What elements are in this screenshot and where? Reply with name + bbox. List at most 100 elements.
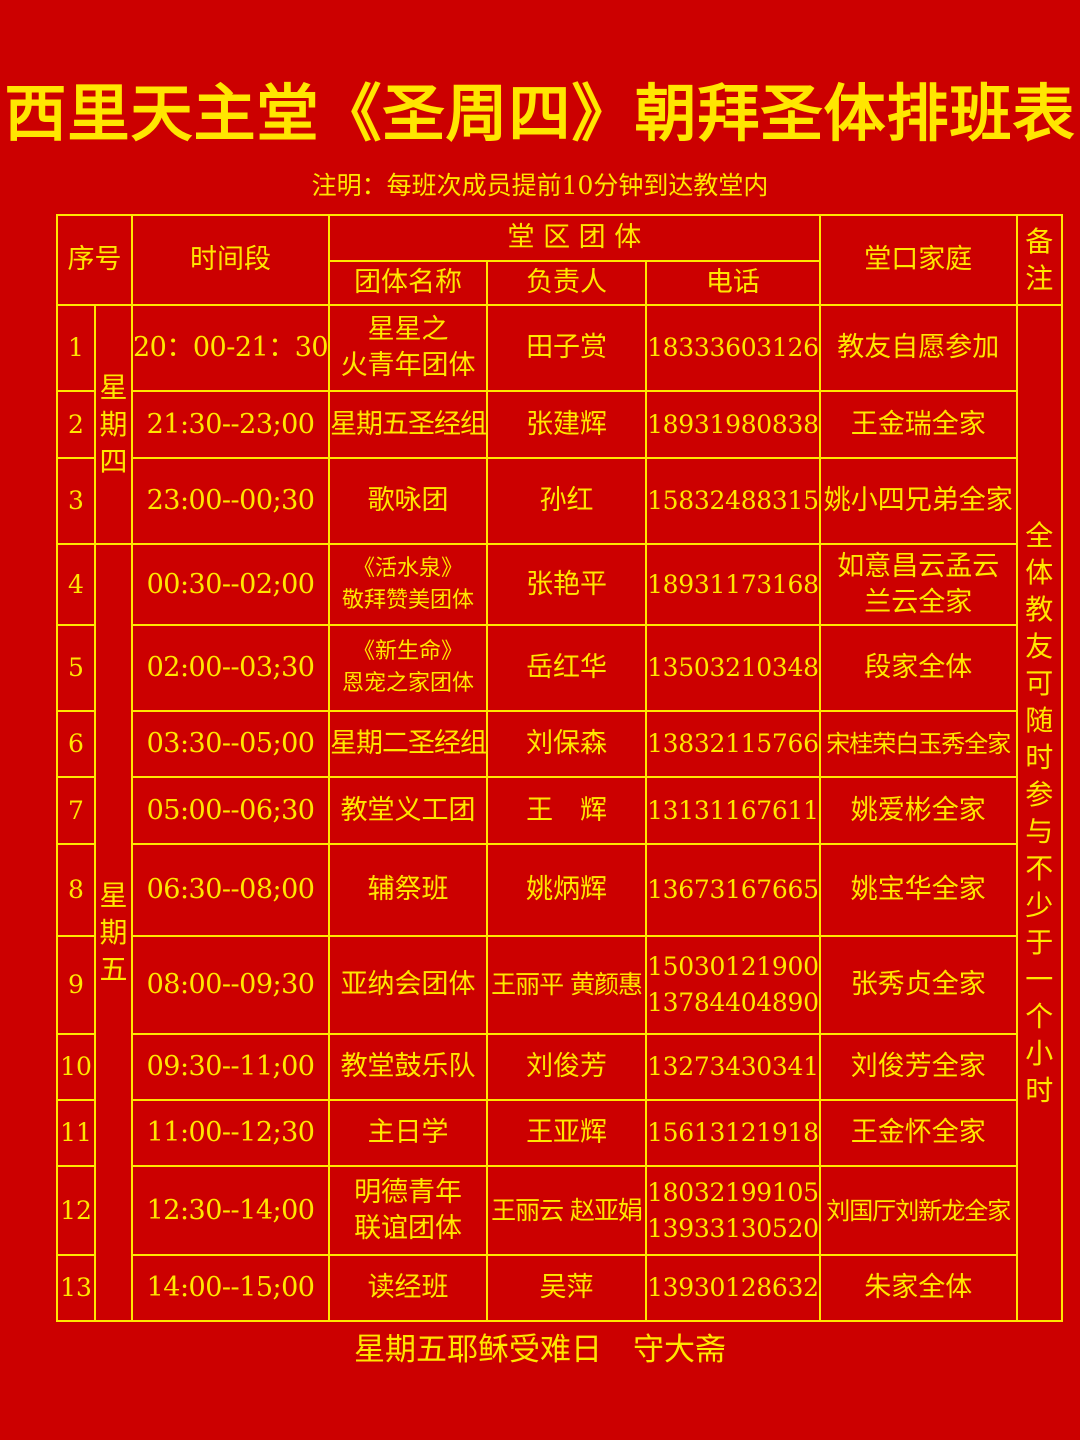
time-slot: 20：00-21：30 — [130, 304, 331, 392]
phone-number: 18931173168 — [645, 543, 821, 626]
leader-name: 王丽云 赵亚娟 — [486, 1165, 648, 1256]
time-slot: 21:30--23;00 — [130, 390, 331, 459]
family-name: 王金瑞全家 — [818, 390, 1018, 459]
phone-number: 18032199105 13933130520 — [645, 1165, 821, 1256]
phone-number: 13273430341 — [645, 1033, 821, 1101]
time-slot: 06:30--08;00 — [130, 843, 331, 937]
table-row: 1 星期四 20：00-21：30 星星之 火青年团体 田子赏 183336031… — [56, 304, 1063, 1322]
row-number: 11 — [56, 1099, 96, 1167]
table-row: 10 09:30--11;00 教堂鼓乐队 刘俊芳 13273430341 刘俊… — [56, 1033, 1062, 1101]
family-name: 段家全体 — [818, 624, 1018, 712]
row-number: 13 — [56, 1254, 96, 1322]
header-family: 堂口家庭 — [818, 214, 1018, 306]
family-name: 张秀贞全家 — [818, 935, 1018, 1035]
family-name: 姚小四兄弟全家 — [818, 457, 1018, 545]
family-name: 刘国厅刘新龙全家 — [818, 1165, 1018, 1256]
family-name: 教友自愿参加 — [818, 304, 1018, 392]
leader-name: 吴萍 — [486, 1254, 648, 1322]
phone-number: 18931980838 — [645, 390, 821, 459]
family-name: 宋桂荣白玉秀全家 — [818, 710, 1018, 778]
time-slot: 08:00--09;30 — [130, 935, 331, 1035]
phone-number: 15832488315 — [645, 457, 821, 545]
group-name: 《新生命》 恩宠之家团体 — [328, 624, 489, 712]
table-row: 11 11:00--12;30 主日学 王亚辉 15613121918 王金怀全… — [56, 1099, 1062, 1167]
group-name: 《活水泉》 敬拜赞美团体 — [328, 543, 489, 626]
group-name: 辅祭班 — [328, 843, 489, 937]
time-slot: 00:30--02;00 — [130, 543, 331, 626]
header-subrow: 团体名称 负责人 电话 — [57, 260, 1062, 306]
group-name: 教堂鼓乐队 — [328, 1033, 489, 1101]
row-number: 4 — [56, 543, 96, 626]
time-slot: 11:00--12;30 — [130, 1099, 331, 1167]
family-name: 刘俊芳全家 — [818, 1033, 1018, 1101]
time-slot: 23:00--00;30 — [130, 457, 331, 545]
time-slot: 09:30--11;00 — [130, 1033, 331, 1101]
row-number: 3 — [56, 457, 96, 545]
row-number: 12 — [56, 1165, 96, 1256]
family-name: 王金怀全家 — [818, 1099, 1018, 1167]
phone-number: 13673167665 — [645, 843, 821, 937]
footer-text: 星期五耶稣受难日 守大斋 — [354, 1332, 726, 1368]
time-slot: 12:30--14;00 — [130, 1165, 331, 1256]
row-number: 7 — [56, 776, 96, 845]
time-slot: 14:00--15;00 — [130, 1254, 331, 1322]
day-label-friday: 星期五 — [94, 543, 133, 1322]
table-row: 2 21:30--23;00 星期五圣经组 张建辉 18931980838 王金… — [56, 390, 1062, 459]
family-name: 姚爱彬全家 — [818, 776, 1018, 845]
page-title: 西里天主堂《圣周四》朝拜圣体排班表 — [4, 77, 1076, 150]
table-row: 12 12:30--14;00 明德青年 联谊团体 王丽云 赵亚娟 1803219… — [56, 1165, 1062, 1256]
table-row: 4 星期五 00:30--02;00 《活水泉》 敬拜赞美团体 张艳平 18931… — [56, 543, 1062, 1322]
leader-name: 姚炳辉 — [486, 843, 648, 937]
header-index: 序号 — [56, 214, 133, 306]
phone-number: 13503210348 — [645, 624, 821, 712]
table-row: 7 05:00--06;30 教堂义工团 王 辉 13131167611 姚爱彬… — [56, 776, 1062, 845]
table-row: 3 23:00--00;30 歌咏团 孙红 15832488315 姚小四兄弟全… — [56, 457, 1062, 545]
leader-name: 张艳平 — [486, 543, 648, 626]
leader-name: 刘保森 — [486, 710, 648, 778]
row-number: 9 — [56, 935, 96, 1035]
phone-number: 13832115766 — [645, 710, 821, 778]
phone-number: 15613121918 — [645, 1099, 821, 1167]
phone-number: 18333603126 — [645, 304, 821, 392]
notice-text: 注明：每班次成员提前10分钟到达教堂内 — [311, 171, 769, 200]
leader-name: 王 辉 — [486, 776, 648, 845]
group-name: 教堂义工团 — [328, 776, 489, 845]
family-name: 朱家全体 — [818, 1254, 1018, 1322]
group-name: 歌咏团 — [328, 457, 489, 545]
row-number: 10 — [56, 1033, 96, 1101]
phone-number: 13930128632 — [645, 1254, 821, 1322]
group-name: 星期二圣经组 — [328, 710, 489, 778]
time-slot: 02:00--03;30 — [130, 624, 331, 712]
row-number: 5 — [56, 624, 96, 712]
row-number: 6 — [56, 710, 96, 778]
table-row: 8 06:30--08;00 辅祭班 姚炳辉 13673167665 姚宝华全家 — [56, 843, 1062, 937]
table-row: 6 03:30--05;00 星期二圣经组 刘保森 13832115766 宋桂… — [56, 710, 1062, 778]
leader-name: 田子赏 — [486, 304, 648, 392]
day-label-thursday: 星期四 — [94, 304, 133, 545]
header-time: 时间段 — [130, 214, 331, 306]
header-leader: 负责人 — [486, 260, 648, 306]
table-row: 9 08:00--09;30 亚纳会团体 王丽平 黄颜惠 15030121900… — [56, 935, 1062, 1035]
schedule-table: 序号 时间段 堂 区 团 体 堂口家庭 备注 团体名称 负责人 电话 1 星期四… — [56, 214, 1063, 1322]
leader-name: 岳红华 — [486, 624, 648, 712]
group-name: 星星之 火青年团体 — [328, 304, 489, 392]
header-group-section: 堂 区 团 体 — [328, 214, 821, 262]
table-row: 5 02:00--03;30 《新生命》 恩宠之家团体 岳红华 135032103… — [56, 624, 1062, 712]
group-name: 明德青年 联谊团体 — [328, 1165, 489, 1256]
leader-name: 王亚辉 — [486, 1099, 648, 1167]
family-name: 如意昌云孟云 兰云全家 — [818, 543, 1018, 626]
phone-number: 13131167611 — [645, 776, 821, 845]
group-name: 星期五圣经组 — [328, 390, 489, 459]
header-remark: 备注 — [1015, 214, 1063, 306]
time-slot: 03:30--05;00 — [130, 710, 331, 778]
header-group-name: 团体名称 — [328, 260, 489, 306]
leader-name: 王丽平 黄颜惠 — [486, 935, 648, 1035]
header-row: 序号 时间段 堂 区 团 体 堂口家庭 备注 — [56, 214, 1063, 306]
row-number: 8 — [56, 843, 96, 937]
header-phone: 电话 — [645, 260, 821, 306]
leader-name: 刘俊芳 — [486, 1033, 648, 1101]
leader-name: 孙红 — [486, 457, 648, 545]
family-name: 姚宝华全家 — [818, 843, 1018, 937]
leader-name: 张建辉 — [486, 390, 648, 459]
row-number: 1 — [56, 304, 96, 392]
